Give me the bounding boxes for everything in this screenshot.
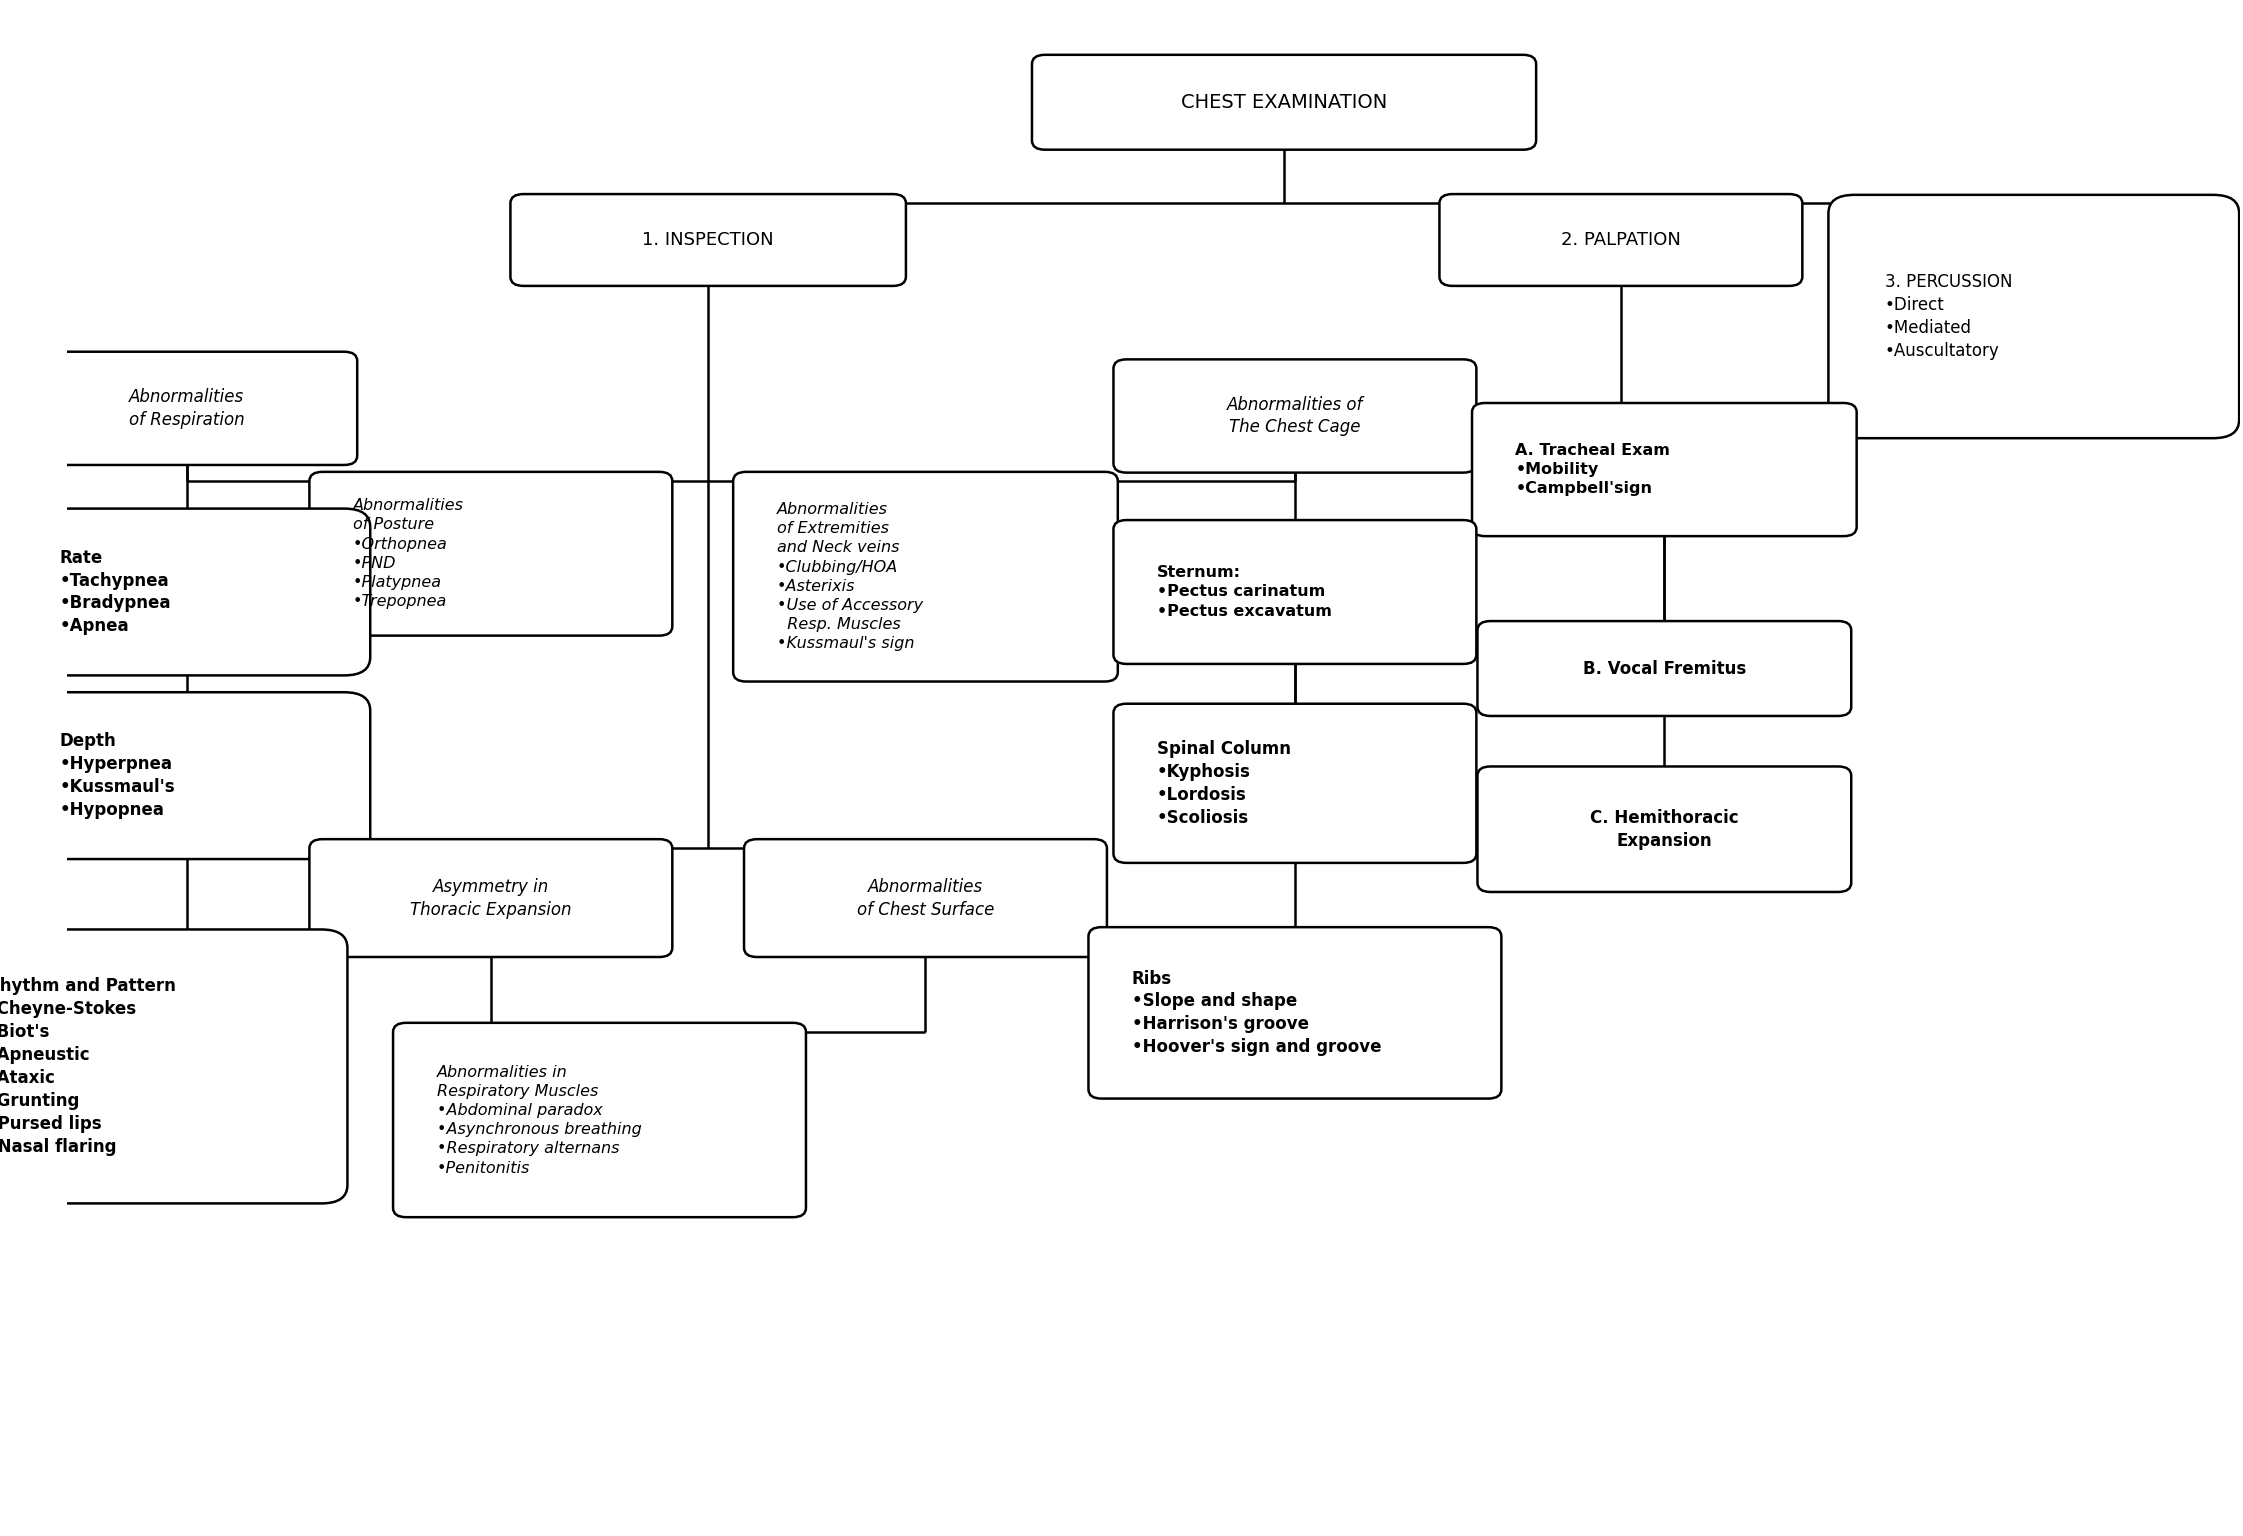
- FancyBboxPatch shape: [1113, 521, 1476, 664]
- FancyBboxPatch shape: [745, 839, 1108, 957]
- FancyBboxPatch shape: [2, 508, 370, 676]
- Text: Abnormalities
of Extremities
and Neck veins
•Clubbing/HOA
•Asterixis
•Use of Acc: Abnormalities of Extremities and Neck ve…: [776, 502, 922, 651]
- FancyBboxPatch shape: [1113, 703, 1476, 863]
- FancyBboxPatch shape: [1478, 766, 1850, 892]
- FancyBboxPatch shape: [1440, 194, 1803, 286]
- Text: Abnormalities
of Respiration: Abnormalities of Respiration: [128, 389, 244, 429]
- FancyBboxPatch shape: [0, 929, 348, 1203]
- Text: 3. PERCUSSION
•Direct
•Mediated
•Auscultatory: 3. PERCUSSION •Direct •Mediated •Auscult…: [1884, 273, 2012, 359]
- FancyBboxPatch shape: [1113, 359, 1476, 473]
- Text: 1. INSPECTION: 1. INSPECTION: [641, 230, 774, 249]
- Text: Rhythm and Pattern
•Cheyne-Stokes
•Biot's
•Apneustic
•Ataxic
•Grunting
•Pursed l: Rhythm and Pattern •Cheyne-Stokes •Biot'…: [0, 977, 175, 1155]
- Text: Sternum:
•Pectus carinatum
•Pectus excavatum: Sternum: •Pectus carinatum •Pectus excav…: [1157, 565, 1332, 619]
- Text: Rate
•Tachypnea
•Bradypnea
•Apnea: Rate •Tachypnea •Bradypnea •Apnea: [61, 548, 170, 636]
- FancyBboxPatch shape: [511, 194, 906, 286]
- Text: Spinal Column
•Kyphosis
•Lordosis
•Scoliosis: Spinal Column •Kyphosis •Lordosis •Scoli…: [1157, 740, 1292, 826]
- Text: B. Vocal Fremitus: B. Vocal Fremitus: [1584, 659, 1745, 677]
- FancyBboxPatch shape: [1032, 55, 1536, 149]
- FancyBboxPatch shape: [2, 693, 370, 859]
- FancyBboxPatch shape: [310, 472, 673, 636]
- Text: Abnormalities of
The Chest Cage: Abnormalities of The Chest Cage: [1227, 396, 1364, 436]
- Text: Asymmetry in
Thoracic Expansion: Asymmetry in Thoracic Expansion: [410, 877, 572, 919]
- Text: Abnormalities in
Respiratory Muscles
•Abdominal paradox
•Asynchronous breathing
: Abnormalities in Respiratory Muscles •Ab…: [437, 1064, 641, 1175]
- Text: A. Tracheal Exam
•Mobility
•Campbell'sign: A. Tracheal Exam •Mobility •Campbell'sig…: [1516, 442, 1671, 496]
- Text: CHEST EXAMINATION: CHEST EXAMINATION: [1180, 92, 1386, 112]
- FancyBboxPatch shape: [733, 472, 1117, 682]
- Text: Ribs
•Slope and shape
•Harrison's groove
•Hoover's sign and groove: Ribs •Slope and shape •Harrison's groove…: [1133, 969, 1382, 1057]
- FancyBboxPatch shape: [310, 839, 673, 957]
- FancyBboxPatch shape: [1088, 928, 1501, 1098]
- FancyBboxPatch shape: [1828, 195, 2239, 438]
- FancyBboxPatch shape: [1471, 402, 1857, 536]
- Text: Abnormalities
of Chest Surface: Abnormalities of Chest Surface: [857, 877, 994, 919]
- FancyBboxPatch shape: [393, 1023, 805, 1217]
- Text: 2. PALPATION: 2. PALPATION: [1561, 230, 1680, 249]
- Text: Depth
•Hyperpnea
•Kussmaul's
•Hypopnea: Depth •Hyperpnea •Kussmaul's •Hypopnea: [61, 733, 175, 819]
- FancyBboxPatch shape: [1478, 621, 1850, 716]
- FancyBboxPatch shape: [16, 352, 357, 465]
- Text: Abnormalities
of Posture
•Orthopnea
•PND
•Platypnea
•Trepopnea: Abnormalities of Posture •Orthopnea •PND…: [352, 498, 464, 610]
- Text: C. Hemithoracic
Expansion: C. Hemithoracic Expansion: [1590, 809, 1738, 849]
